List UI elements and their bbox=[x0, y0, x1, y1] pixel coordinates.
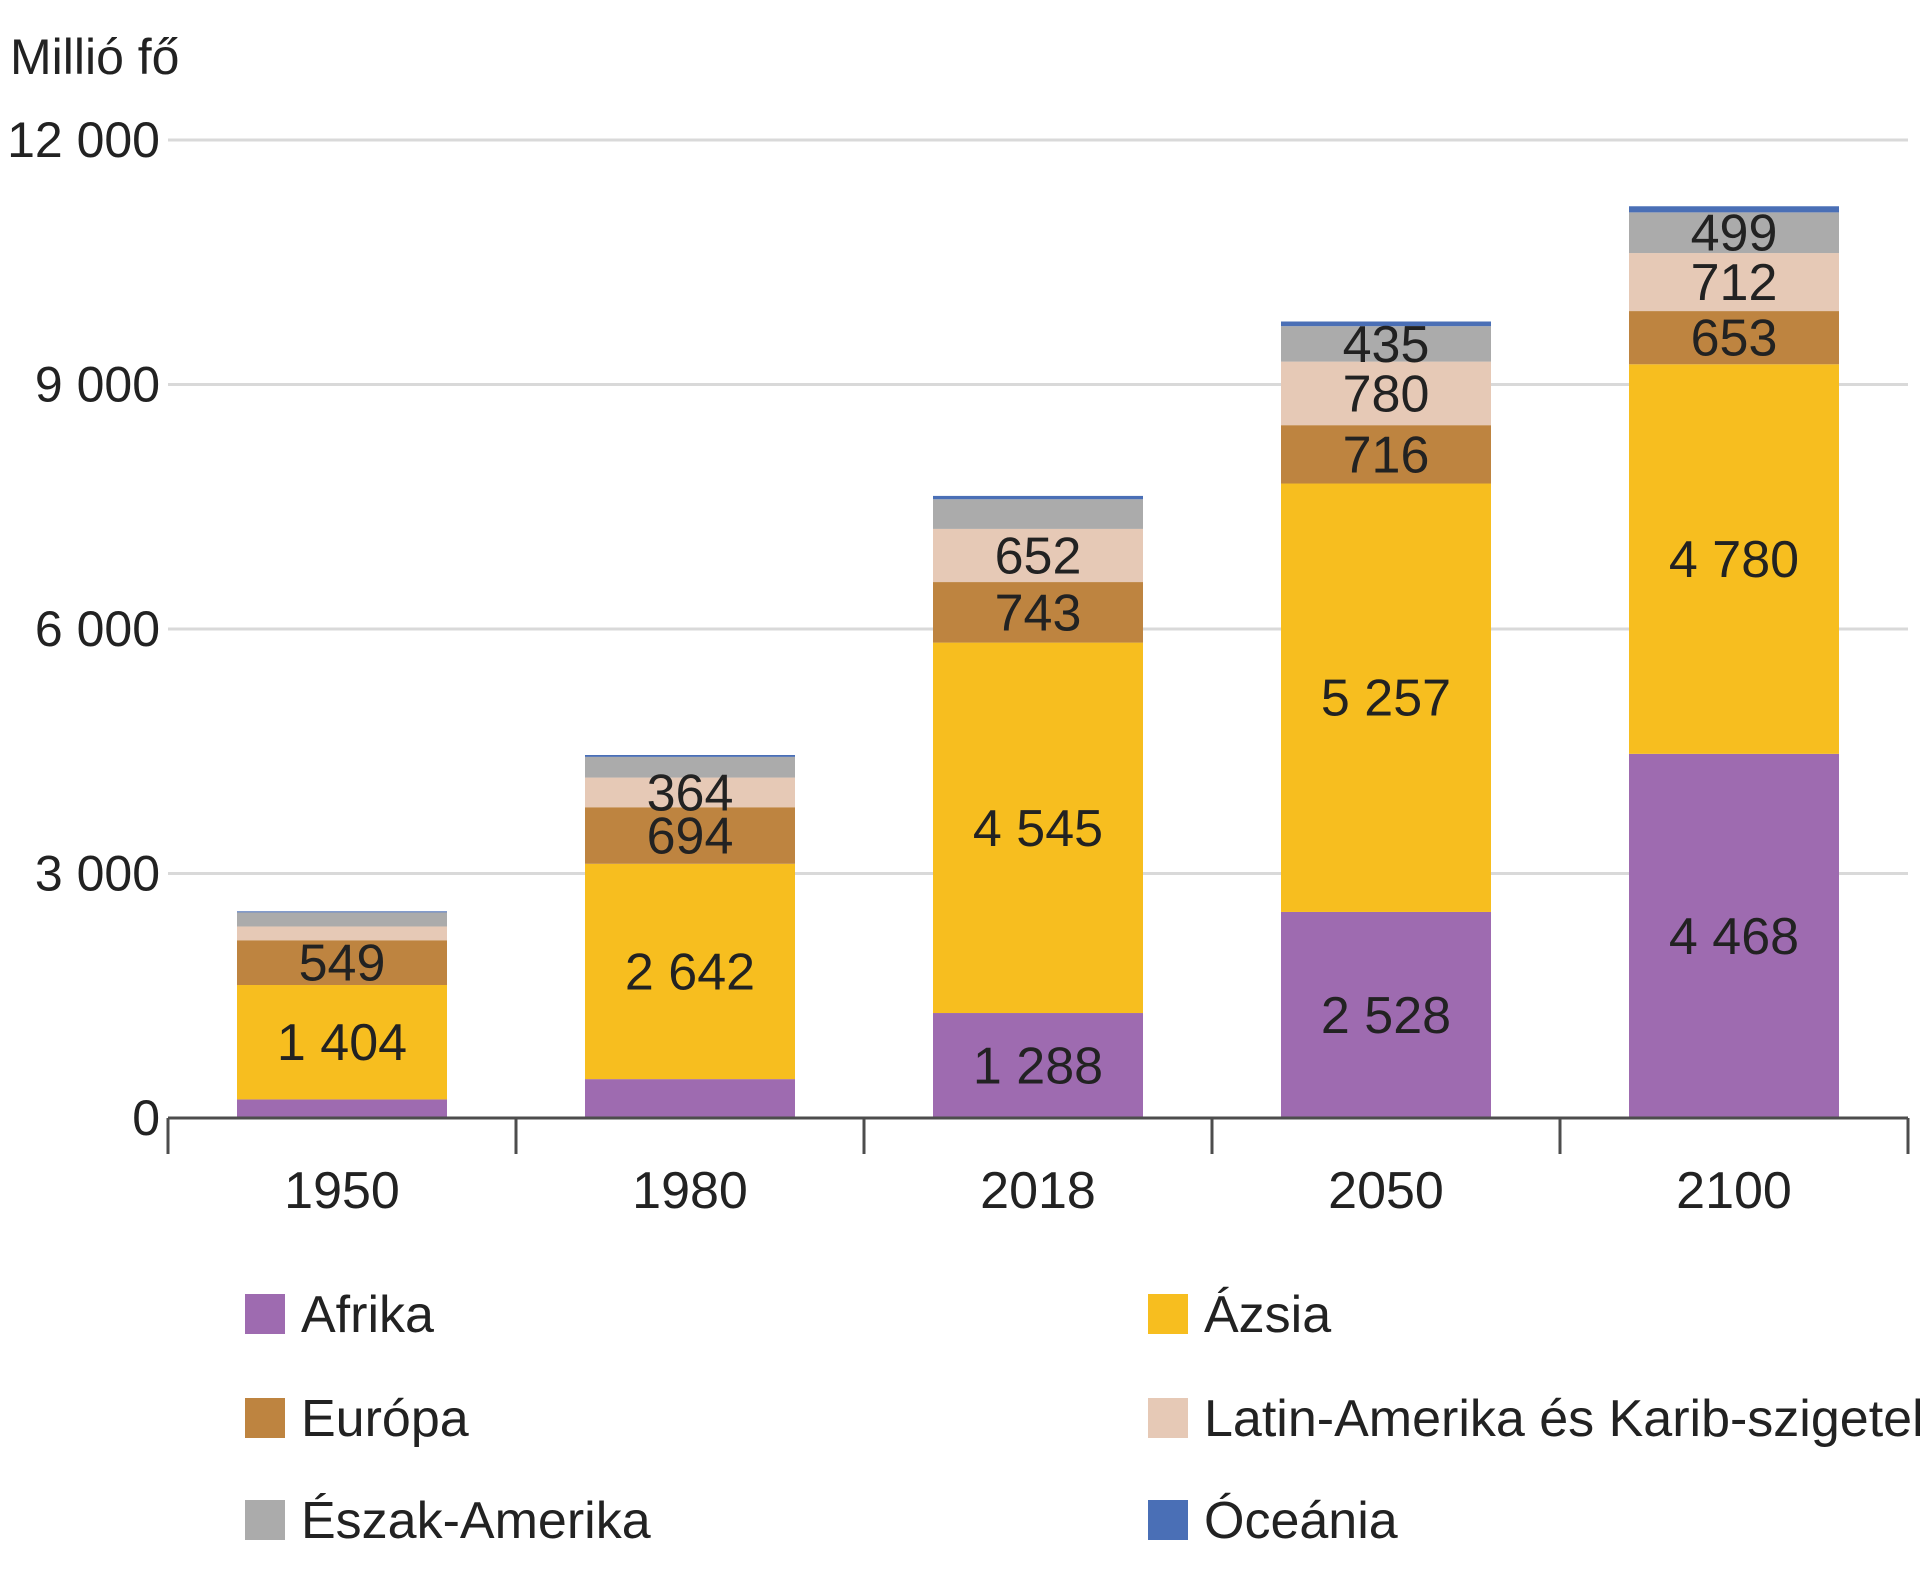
legend-label-eszak-amerika: Észak-Amerika bbox=[301, 1492, 651, 1550]
data-label: 4 545 bbox=[973, 800, 1103, 858]
bar-latin-amerika-es-karib-szigetek-2100 bbox=[1629, 253, 1839, 312]
bar-oceania-2100 bbox=[1629, 206, 1839, 213]
bar-europa-2050 bbox=[1281, 425, 1491, 484]
legend-swatch-afrika bbox=[245, 1294, 285, 1334]
data-label: 4 468 bbox=[1669, 908, 1799, 966]
bar-azsia-1950 bbox=[237, 984, 447, 1100]
bar-eszak-amerika-2100 bbox=[1629, 212, 1839, 254]
bar-azsia-1980 bbox=[585, 863, 795, 1080]
y-tick-label: 9 000 bbox=[35, 357, 160, 413]
data-label: 4 780 bbox=[1669, 531, 1799, 589]
data-label: 1 288 bbox=[973, 1038, 1103, 1096]
x-tick-label: 1950 bbox=[284, 1162, 400, 1220]
data-label: 2 528 bbox=[1321, 987, 1451, 1045]
data-label: 743 bbox=[995, 584, 1082, 642]
legend-label-afrika: Afrika bbox=[301, 1286, 434, 1344]
data-label: 712 bbox=[1691, 254, 1778, 312]
legend-swatch-azsia bbox=[1148, 1294, 1188, 1334]
bar-latin-amerika-es-karib-szigetek-2018 bbox=[933, 528, 1143, 583]
bar-afrika-1950 bbox=[237, 1099, 447, 1118]
bar-azsia-2100 bbox=[1629, 364, 1839, 754]
legend-swatch-europa bbox=[245, 1398, 285, 1438]
data-label: 1 404 bbox=[277, 1014, 407, 1072]
gridlines: 0 3 000 6 000 9 000 12 000 bbox=[7, 112, 1908, 1146]
x-axis: 1950 1980 2018 2050 2100 bbox=[166, 1116, 1910, 1220]
bar-oceania-1950 bbox=[237, 911, 447, 913]
data-label: 5 257 bbox=[1321, 670, 1451, 728]
data-label: 364 bbox=[647, 764, 734, 822]
legend-swatch-oceania bbox=[1148, 1500, 1188, 1540]
data-label: 694 bbox=[647, 808, 734, 866]
y-tick-label: 0 bbox=[132, 1090, 160, 1146]
bar-afrika-2018 bbox=[933, 1013, 1143, 1118]
data-label: 780 bbox=[1343, 365, 1430, 423]
bar-azsia-2018 bbox=[933, 642, 1143, 1014]
legend-label-europa: Európa bbox=[301, 1390, 469, 1448]
bar-oceania-2018 bbox=[933, 495, 1143, 500]
legend-swatch-latin-amerika-es-karib-szigetek bbox=[1148, 1398, 1188, 1438]
bar-eszak-amerika-1950 bbox=[237, 912, 447, 927]
bar-oceania-2050 bbox=[1281, 321, 1491, 327]
bar-afrika-2100 bbox=[1629, 753, 1839, 1118]
bar-latin-amerika-es-karib-szigetek-1980 bbox=[585, 777, 795, 808]
bars bbox=[237, 206, 1839, 1118]
legend: Afrika Ázsia Európa Latin-Amerika és Karib-… bbox=[245, 1286, 1920, 1550]
data-label: 2 642 bbox=[625, 943, 755, 1001]
bar-latin-amerika-es-karib-szigetek-1950 bbox=[237, 926, 447, 941]
x-tick-label: 2050 bbox=[1328, 1162, 1444, 1220]
legend-label-azsia: Ázsia bbox=[1204, 1286, 1331, 1344]
bar-europa-1980 bbox=[585, 807, 795, 864]
bar-afrika-1980 bbox=[585, 1079, 795, 1118]
data-label: 435 bbox=[1343, 316, 1430, 374]
legend-swatch-eszak-amerika bbox=[245, 1500, 285, 1540]
y-tick-label: 3 000 bbox=[35, 846, 160, 902]
bar-oceania-1980 bbox=[585, 754, 795, 757]
legend-label-oceania: Óceánia bbox=[1204, 1492, 1398, 1550]
bar-eszak-amerika-1980 bbox=[585, 756, 795, 778]
bar-latin-amerika-es-karib-szigetek-2050 bbox=[1281, 361, 1491, 426]
bar-europa-2018 bbox=[933, 582, 1143, 643]
bar-europa-1950 bbox=[237, 940, 447, 985]
x-tick-label: 1980 bbox=[632, 1162, 748, 1220]
data-label: 653 bbox=[1691, 310, 1778, 368]
y-tick-label: 12 000 bbox=[7, 112, 160, 168]
data-label: 549 bbox=[299, 935, 386, 993]
x-tick-label: 2018 bbox=[980, 1162, 1096, 1220]
data-label: 652 bbox=[995, 527, 1082, 585]
data-label: 716 bbox=[1343, 426, 1430, 484]
bar-azsia-2050 bbox=[1281, 483, 1491, 912]
data-label: 499 bbox=[1691, 205, 1778, 263]
y-tick-label: 6 000 bbox=[35, 601, 160, 657]
bar-eszak-amerika-2018 bbox=[933, 499, 1143, 529]
legend-label-latin-amerika-es-karib-szigetek: Latin-Amerika és Karib-szigetek bbox=[1204, 1390, 1920, 1448]
y-axis-title: Millió fő bbox=[10, 29, 179, 85]
bar-afrika-2050 bbox=[1281, 911, 1491, 1118]
bar-eszak-amerika-2050 bbox=[1281, 326, 1491, 362]
x-tick-label: 2100 bbox=[1676, 1162, 1792, 1220]
bar-europa-2100 bbox=[1629, 311, 1839, 365]
